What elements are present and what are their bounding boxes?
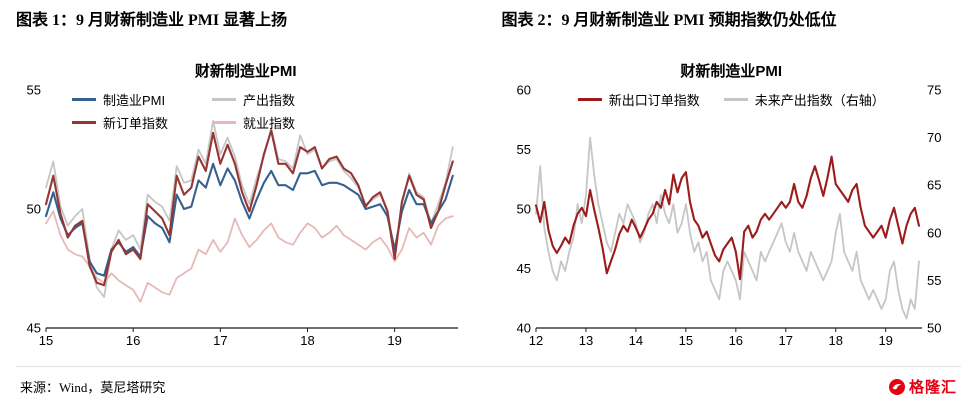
svg-text:40: 40 xyxy=(516,321,530,336)
svg-text:19: 19 xyxy=(387,333,401,348)
svg-text:18: 18 xyxy=(300,333,314,348)
chart2-legend: 新出口订单指数 未来产出指数（右轴） xyxy=(502,90,962,109)
svg-text:15: 15 xyxy=(678,333,692,348)
legend-item: 就业指数 xyxy=(212,113,295,132)
legend-label: 制造业PMI xyxy=(103,93,166,108)
chart2-canvas: 12 13 14 15 16 17 18 19 40 45 50 55 60 50 55 60 65 70 75 xyxy=(516,83,941,349)
source-note: 来源：Wind，莫尼塔研究 xyxy=(20,380,166,395)
svg-text:50: 50 xyxy=(927,321,941,336)
chart1-wrap: 财新制造业PMI 制造业PMI 产出指数新订单指数 就业指数 15 16 17 18 19 4… xyxy=(16,62,476,354)
svg-text:65: 65 xyxy=(927,178,941,193)
page: 图表 1：9 月财新制造业 PMI 显著上扬 财新制造业PMI 制造业PMI 产出… xyxy=(16,10,961,397)
svg-text:75: 75 xyxy=(927,83,941,98)
gelonghui-logo-icon xyxy=(888,378,905,395)
svg-text:17: 17 xyxy=(778,333,792,348)
figure-1-heading: 图表 1：9 月财新制造业 PMI 显著上扬 xyxy=(16,12,288,29)
legend-label: 未来产出指数（右轴） xyxy=(754,93,885,108)
brand-text: 格隆汇 xyxy=(908,379,957,396)
legend-swatch-icon xyxy=(723,97,748,102)
svg-text:13: 13 xyxy=(578,333,592,348)
svg-text:70: 70 xyxy=(927,130,941,145)
svg-text:12: 12 xyxy=(528,333,542,348)
svg-text:14: 14 xyxy=(628,333,642,348)
svg-text:60: 60 xyxy=(927,225,941,240)
brand: 格隆汇 xyxy=(888,376,957,397)
legend-item: 制造业PMI xyxy=(72,90,168,109)
legend-swatch-icon xyxy=(212,120,237,125)
chart1-legend: 制造业PMI 产出指数新订单指数 就业指数 xyxy=(72,90,295,132)
svg-text:50: 50 xyxy=(27,202,41,217)
svg-text:55: 55 xyxy=(27,83,41,98)
legend-label: 产出指数 xyxy=(243,93,296,108)
legend-label: 新订单指数 xyxy=(103,116,169,131)
svg-text:45: 45 xyxy=(516,261,530,276)
figure-columns: 图表 1：9 月财新制造业 PMI 显著上扬 财新制造业PMI 制造业PMI 产出… xyxy=(16,10,961,354)
svg-text:18: 18 xyxy=(828,333,842,348)
figure-2-heading: 图表 2：9 月财新制造业 PMI 预期指数仍处低位 xyxy=(501,12,837,29)
svg-text:15: 15 xyxy=(39,333,53,348)
svg-text:17: 17 xyxy=(213,333,227,348)
legend-item: 新订单指数 xyxy=(72,113,168,132)
chart2-title: 财新制造业PMI xyxy=(680,63,783,80)
svg-text:55: 55 xyxy=(516,142,530,157)
legend-item: 新出口订单指数 xyxy=(577,90,700,109)
legend-label: 就业指数 xyxy=(243,116,296,131)
legend-item: 未来产出指数（右轴） xyxy=(723,90,885,109)
svg-text:16: 16 xyxy=(728,333,742,348)
footer: 来源：Wind，莫尼塔研究 格隆汇 xyxy=(16,366,961,397)
chart2-wrap: 财新制造业PMI 新出口订单指数 未来产出指数（右轴） 12 13 14 15 16 17 1… xyxy=(502,62,962,354)
legend-swatch-icon xyxy=(212,97,237,102)
legend-label: 新出口订单指数 xyxy=(608,93,700,108)
chart1-canvas: 15 16 17 18 19 45 50 55 xyxy=(27,83,458,348)
legend-swatch-icon xyxy=(72,120,96,125)
svg-text:16: 16 xyxy=(126,333,140,348)
svg-text:55: 55 xyxy=(927,273,941,288)
svg-text:19: 19 xyxy=(878,333,892,348)
legend-swatch-icon xyxy=(72,97,96,102)
chart1-title: 财新制造业PMI xyxy=(194,63,297,80)
svg-text:45: 45 xyxy=(27,321,41,336)
figure-1: 图表 1：9 月财新制造业 PMI 显著上扬 财新制造业PMI 制造业PMI 产出… xyxy=(16,10,476,354)
legend-swatch-icon xyxy=(577,97,602,102)
svg-text:50: 50 xyxy=(516,202,530,217)
svg-text:60: 60 xyxy=(516,83,530,98)
figure-2: 图表 2：9 月财新制造业 PMI 预期指数仍处低位 财新制造业PMI 新出口订… xyxy=(502,10,962,354)
legend-item: 产出指数 xyxy=(212,90,295,109)
